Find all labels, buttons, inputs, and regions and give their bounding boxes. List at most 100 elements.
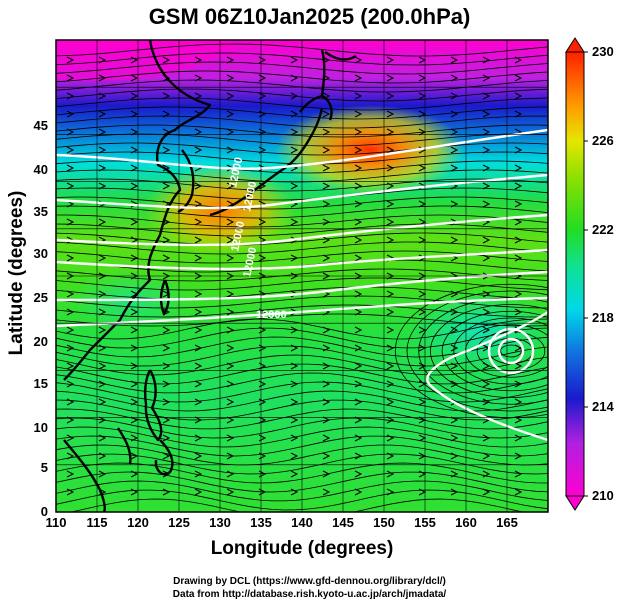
wind-arrowhead [450, 308, 459, 316]
wind-arrowhead [450, 380, 459, 388]
wind-arrowhead [226, 110, 235, 118]
wind-arrowhead [322, 128, 331, 136]
wind-arrowhead [194, 290, 203, 298]
wind-arrowhead [162, 182, 171, 190]
wind-arrowhead [482, 362, 491, 370]
wind-arrowhead [66, 434, 75, 442]
wind-arrowhead [162, 236, 171, 244]
cyan-patch-east [410, 290, 548, 370]
wind-arrowhead [194, 182, 203, 190]
wind-arrowhead [130, 128, 139, 136]
wind-arrowhead [290, 470, 299, 478]
wind-arrowhead [66, 146, 75, 154]
contour-2 [56, 173, 548, 210]
wind-arrowhead [98, 182, 107, 190]
wind-arrowhead [194, 56, 203, 64]
wind-arrowhead [482, 92, 491, 100]
y-tick-label: 20 [34, 334, 48, 349]
wind-arrowhead [194, 200, 203, 208]
wind-arrowhead [226, 56, 235, 64]
wind-arrowhead [450, 416, 459, 424]
wind-arrowhead [354, 128, 363, 136]
wind-arrowhead [226, 362, 235, 370]
wind-arrowhead [66, 470, 75, 478]
wind-arrowhead [482, 236, 491, 244]
contour-label: 12000 [256, 309, 287, 321]
wind-arrowhead [322, 380, 331, 388]
wind-arrowhead [514, 200, 523, 208]
wind-arrowhead [130, 92, 139, 100]
wind-arrowhead [226, 434, 235, 442]
wind-arrowhead [386, 362, 395, 370]
wind-arrowhead [482, 74, 491, 82]
wind-arrowhead [386, 74, 395, 82]
wind-arrowhead [162, 254, 171, 262]
wind-arrowhead [162, 398, 171, 406]
contour-3 [56, 213, 548, 247]
wind-arrowhead [450, 470, 459, 478]
wind-arrowhead [194, 362, 203, 370]
wind-arrowhead [66, 74, 75, 82]
wind-arrowhead [290, 146, 299, 154]
wind-arrowhead [386, 398, 395, 406]
wind-arrowhead [226, 74, 235, 82]
wind-arrowhead [450, 74, 459, 82]
wind-arrowhead [194, 470, 203, 478]
y-tick-label: 35 [34, 204, 48, 219]
wind-arrowhead [194, 434, 203, 442]
wind-arrowhead [130, 398, 139, 406]
wind-arrowhead [194, 254, 203, 262]
wind-arrowhead [386, 488, 395, 496]
wind-arrowhead [354, 56, 363, 64]
wind-arrowhead [290, 74, 299, 82]
wind-arrowhead [386, 182, 395, 190]
wind-arrowhead [98, 218, 107, 226]
colorbar-tick-label: 210 [592, 488, 614, 503]
coastline-sakhalin [320, 49, 357, 97]
coastline-asia-mainland [63, 40, 212, 381]
wind-arrowhead [514, 488, 523, 496]
wind-arrowhead [290, 362, 299, 370]
wind-arrowhead [66, 56, 75, 64]
wind-arrowhead [194, 236, 203, 244]
wind-arrowhead [130, 308, 139, 316]
wind-arrowhead [514, 398, 523, 406]
wind-arrowhead [450, 164, 459, 172]
x-axis: 110 115 120 125 130 135 140 145 150 155 … [46, 515, 518, 530]
wind-arrowhead [450, 56, 459, 64]
wind-arrowhead [130, 254, 139, 262]
wind-arrowhead [194, 380, 203, 388]
wind-arrowhead [354, 92, 363, 100]
wind-arrowhead [386, 164, 395, 172]
wind-arrowhead [98, 362, 107, 370]
wind-arrowhead [98, 74, 107, 82]
wind-arrowhead [194, 398, 203, 406]
wind-arrowhead [514, 74, 523, 82]
wind-arrowhead [226, 182, 235, 190]
wind-arrowhead [66, 398, 75, 406]
coastline-luzon [144, 369, 163, 442]
wind-arrowhead [450, 398, 459, 406]
wind-arrowhead [98, 470, 107, 478]
coastline-korea [177, 149, 195, 214]
cyclone-streamline [418, 297, 548, 405]
wind-arrowhead [194, 416, 203, 424]
wind-arrowhead [98, 344, 107, 352]
wind-arrowhead [130, 452, 139, 460]
wind-arrowhead [66, 218, 75, 226]
wind-arrowhead [354, 236, 363, 244]
wind-arrowhead [194, 344, 203, 352]
wind-arrowhead [354, 452, 363, 460]
contour-6 [56, 296, 548, 328]
wind-arrowhead [226, 218, 235, 226]
wind-arrowhead [514, 380, 523, 388]
wind-arrowhead [66, 488, 75, 496]
y-tick-label: 10 [34, 420, 48, 435]
wind-arrowhead [322, 362, 331, 370]
wind-arrowhead [386, 200, 395, 208]
wind-arrowhead [322, 164, 331, 172]
wind-arrowhead [226, 326, 235, 334]
y-tick-label: 45 [34, 118, 48, 133]
wind-arrowhead [98, 146, 107, 154]
